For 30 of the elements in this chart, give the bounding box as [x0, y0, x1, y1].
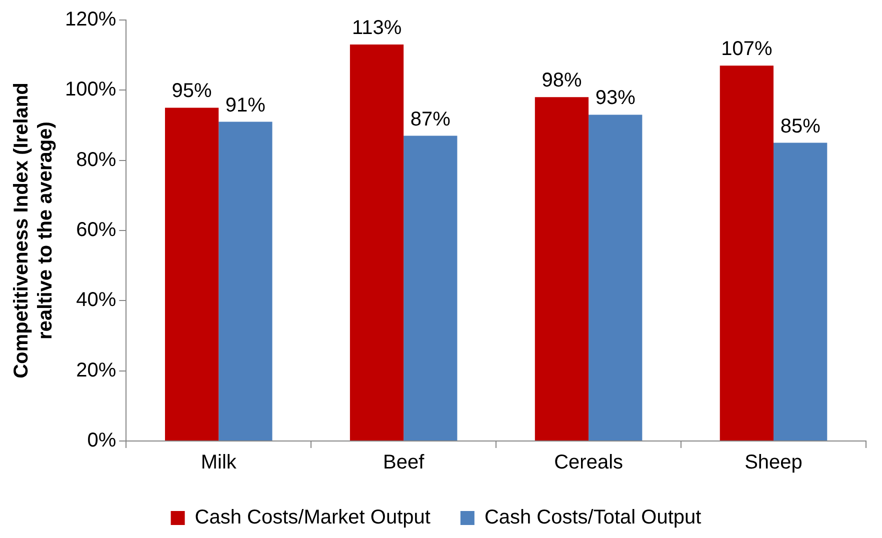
data-label: 98%: [542, 70, 582, 92]
legend-label: Cash Costs/Market Output: [194, 506, 431, 529]
x-tick-label: Sheep: [744, 452, 802, 474]
y-tick-label: 60%: [76, 219, 116, 242]
y-tick-label: 40%: [76, 289, 116, 312]
legend-label: Cash Costs/Total Output: [484, 506, 702, 529]
x-tick-label: Cereals: [554, 452, 624, 474]
bar: [164, 108, 219, 440]
y-tick-label: 0%: [87, 430, 116, 452]
y-tick-label: 20%: [76, 359, 116, 382]
bar: [588, 114, 642, 440]
data-label: 95%: [172, 80, 212, 102]
bar: [720, 66, 774, 440]
data-label: 93%: [595, 87, 636, 110]
y-tick-label: 100%: [64, 78, 116, 101]
x-tick-label: Beef: [383, 452, 425, 474]
bar: [404, 136, 458, 440]
bar: [774, 142, 828, 440]
bar: [218, 122, 272, 440]
data-label: 85%: [780, 115, 821, 138]
data-label: 87%: [410, 108, 451, 130]
bar: [534, 97, 589, 440]
y-axis-title: Competitiveness Index (Ireland realtive to the average): [10, 82, 57, 378]
bar: [350, 44, 404, 440]
data-label: 113%: [352, 17, 402, 40]
y-tick-label: 80%: [76, 148, 116, 171]
data-label: 91%: [225, 94, 266, 116]
data-label: 107%: [721, 38, 772, 60]
x-tick-label: Milk: [200, 452, 238, 474]
y-tick-label: 120%: [64, 8, 116, 31]
